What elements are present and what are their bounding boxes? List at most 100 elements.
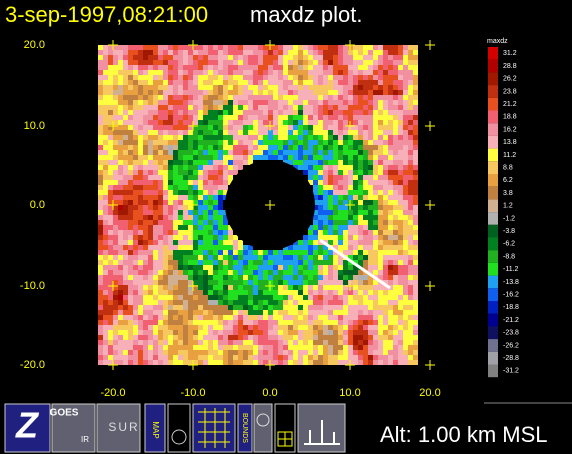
radar-cell bbox=[258, 300, 263, 305]
radar-cell bbox=[333, 55, 338, 60]
button[interactable] bbox=[274, 403, 296, 453]
radar-cell bbox=[173, 290, 178, 295]
button[interactable] bbox=[167, 403, 191, 453]
radar-cell bbox=[243, 160, 248, 165]
radar-cell bbox=[373, 230, 378, 235]
button-label[interactable]: Z bbox=[15, 405, 40, 446]
radar-cell bbox=[398, 355, 403, 360]
radar-cell bbox=[253, 70, 258, 75]
radar-cell bbox=[143, 275, 148, 280]
radar-cell bbox=[133, 235, 138, 240]
button[interactable] bbox=[253, 403, 273, 453]
radar-cell bbox=[108, 165, 113, 170]
radar-cell bbox=[188, 195, 193, 200]
radar-cell bbox=[258, 140, 263, 145]
radar-cell bbox=[378, 270, 383, 275]
radar-cell bbox=[343, 220, 348, 225]
radar-cell bbox=[338, 170, 343, 175]
radar-cell bbox=[338, 350, 343, 355]
radar-cell bbox=[258, 355, 263, 360]
radar-cell bbox=[363, 235, 368, 240]
radar-cell bbox=[178, 80, 183, 85]
radar-cell bbox=[148, 135, 153, 140]
radar-cell bbox=[128, 90, 133, 95]
radar-cell bbox=[283, 275, 288, 280]
radar-cell bbox=[208, 350, 213, 355]
colorbar-swatch bbox=[488, 326, 498, 340]
radar-cell bbox=[218, 330, 223, 335]
radar-cell bbox=[398, 140, 403, 145]
radar-cell bbox=[128, 75, 133, 80]
radar-cell bbox=[143, 215, 148, 220]
radar-cell bbox=[143, 230, 148, 235]
radar-cell bbox=[203, 305, 208, 310]
radar-cell bbox=[403, 115, 408, 120]
radar-cell bbox=[363, 240, 368, 245]
radar-cell bbox=[203, 350, 208, 355]
radar-cell bbox=[358, 70, 363, 75]
radar-cell bbox=[413, 335, 418, 340]
button-label[interactable]: BOUNDS bbox=[241, 413, 248, 443]
radar-cell bbox=[113, 100, 118, 105]
radar-cell bbox=[353, 335, 358, 340]
radar-cell bbox=[298, 255, 303, 260]
radar-cell bbox=[108, 255, 113, 260]
radar-cell bbox=[218, 310, 223, 315]
radar-cell bbox=[133, 325, 138, 330]
radar-cell bbox=[393, 240, 398, 245]
radar-cell bbox=[138, 185, 143, 190]
radar-cell bbox=[193, 90, 198, 95]
radar-cell bbox=[348, 75, 353, 80]
radar-cell bbox=[138, 220, 143, 225]
radar-cell bbox=[98, 200, 103, 205]
button[interactable] bbox=[192, 403, 236, 453]
colorbar-label: 21.2 bbox=[503, 101, 517, 108]
button-label[interactable]: IR bbox=[81, 435, 89, 444]
radar-cell bbox=[383, 325, 388, 330]
radar-cell bbox=[173, 275, 178, 280]
radar-cell bbox=[198, 150, 203, 155]
radar-cell bbox=[158, 180, 163, 185]
radar-cell bbox=[263, 145, 268, 150]
button-label[interactable]: SUR bbox=[108, 420, 139, 434]
radar-cell bbox=[338, 85, 343, 90]
radar-cell bbox=[323, 335, 328, 340]
radar-cell bbox=[118, 340, 123, 345]
button[interactable] bbox=[144, 403, 166, 453]
radar-cell bbox=[398, 145, 403, 150]
radar-cell bbox=[288, 355, 293, 360]
radar-cell bbox=[153, 315, 158, 320]
radar-cell bbox=[108, 295, 113, 300]
radar-cell bbox=[168, 110, 173, 115]
button[interactable] bbox=[237, 403, 253, 453]
radar-cell bbox=[238, 260, 243, 265]
radar-cell bbox=[408, 250, 413, 255]
radar-cell bbox=[338, 320, 343, 325]
button[interactable] bbox=[96, 403, 141, 453]
radar-cell bbox=[328, 340, 333, 345]
radar-cell bbox=[198, 210, 203, 215]
radar-cell bbox=[303, 70, 308, 75]
tick-cross bbox=[345, 281, 355, 291]
radar-cell bbox=[323, 85, 328, 90]
button[interactable] bbox=[4, 403, 51, 453]
radar-cell bbox=[138, 305, 143, 310]
radar-cell bbox=[288, 85, 293, 90]
radar-cell bbox=[203, 50, 208, 55]
radar-cell bbox=[223, 305, 228, 310]
radar-cell bbox=[118, 150, 123, 155]
radar-cell bbox=[318, 260, 323, 265]
button[interactable] bbox=[51, 403, 96, 453]
tick-cross bbox=[108, 360, 118, 370]
radar-cell bbox=[298, 45, 303, 50]
radar-cell bbox=[173, 195, 178, 200]
button-label[interactable]: MAP bbox=[151, 421, 160, 438]
radar-cell bbox=[213, 105, 218, 110]
radar-cell bbox=[313, 340, 318, 345]
radar-cell bbox=[408, 200, 413, 205]
radar-cell bbox=[263, 305, 268, 310]
radar-cell bbox=[378, 170, 383, 175]
radar-cell bbox=[248, 50, 253, 55]
button-label[interactable]: GOES bbox=[50, 408, 79, 419]
radar-cell bbox=[223, 220, 228, 225]
